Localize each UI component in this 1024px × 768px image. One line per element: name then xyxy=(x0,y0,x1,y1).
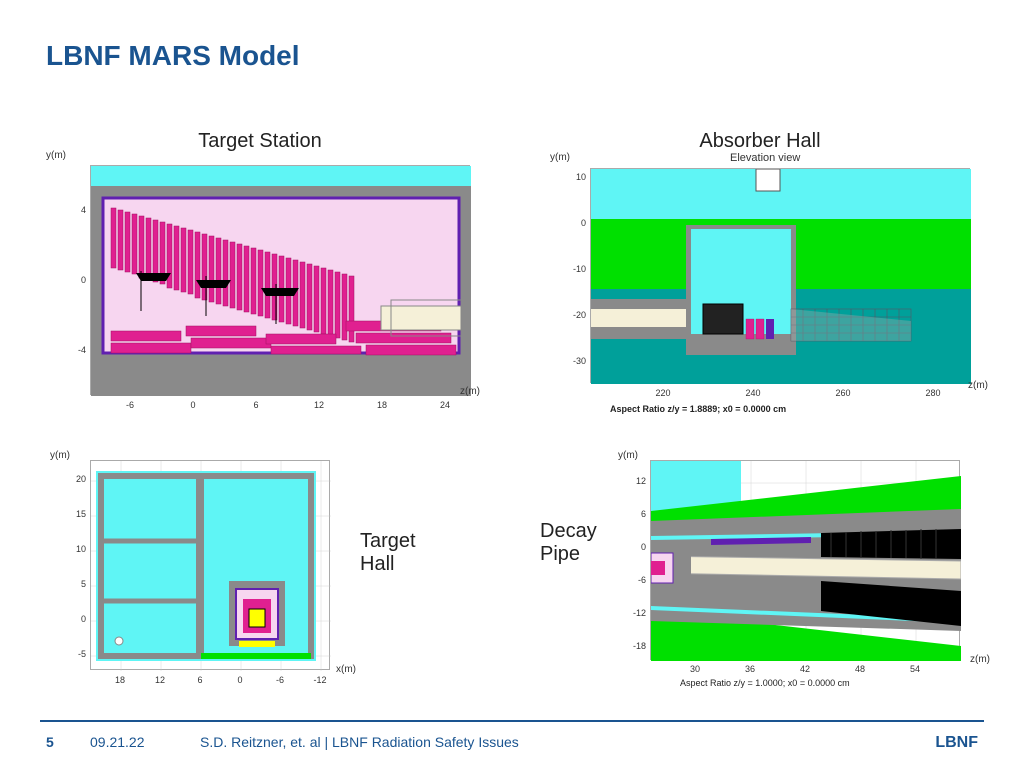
th-xtick-4: -6 xyxy=(266,675,294,685)
target-hall-diagram xyxy=(90,460,330,670)
ts-xlabel: z(m) xyxy=(460,386,480,397)
th-ytick-3: 10 xyxy=(58,544,86,554)
target-hall-title: Target Hall xyxy=(360,530,440,576)
ts-ytick-1: 0 xyxy=(58,275,86,285)
ah-xtick-0: 220 xyxy=(645,388,681,398)
panel-target-station: Target Station y(m) xyxy=(40,130,480,430)
dp-xtick-3: 48 xyxy=(845,664,875,674)
dp-ylabel: y(m) xyxy=(618,450,638,461)
ts-ytick-2: -4 xyxy=(58,345,86,355)
footer-date: 09.21.22 xyxy=(90,734,145,750)
dp-ytick-5: 12 xyxy=(616,476,646,486)
ts-xtick-4: 18 xyxy=(367,400,397,410)
ah-ytick-2: -10 xyxy=(554,264,586,274)
th-xtick-3: 0 xyxy=(226,675,254,685)
th-xlabel: x(m) xyxy=(336,664,356,675)
ah-xtick-3: 280 xyxy=(915,388,951,398)
dp-ytick-0: -18 xyxy=(616,641,646,651)
dp-ytick-2: -6 xyxy=(616,575,646,585)
footer-page-number: 5 xyxy=(46,734,54,750)
th-ytick-1: 0 xyxy=(58,614,86,624)
decay-pipe-diagram xyxy=(650,460,960,660)
target-station-title: Target Station xyxy=(40,130,480,153)
footer-logo: LBNF xyxy=(935,734,978,752)
panel-decay-pipe: Decay Pipe y(m) xyxy=(540,450,1000,700)
ts-ytick-0: 4 xyxy=(58,205,86,215)
ah-ytick-3: 0 xyxy=(554,218,586,228)
th-ylabel: y(m) xyxy=(50,450,70,461)
th-xtick-1: 12 xyxy=(146,675,174,685)
target-station-ylabel: y(m) xyxy=(46,150,66,161)
ts-xtick-5: 24 xyxy=(430,400,460,410)
absorber-hall-subtitle: Elevation view xyxy=(730,152,800,164)
ts-xtick-2: 6 xyxy=(241,400,271,410)
target-station-diagram xyxy=(90,165,470,395)
ah-caption: Aspect Ratio z/y = 1.8889; x0 = 0.0000 c… xyxy=(610,404,786,414)
footer-credit: S.D. Reitzner, et. al | LBNF Radiation S… xyxy=(200,734,519,750)
th-xtick-2: 6 xyxy=(186,675,214,685)
dp-xtick-1: 36 xyxy=(735,664,765,674)
th-ytick-5: 20 xyxy=(58,474,86,484)
ah-ytick-0: -30 xyxy=(554,356,586,366)
ts-xtick-1: 0 xyxy=(178,400,208,410)
ah-ytick-4: 10 xyxy=(554,172,586,182)
ah-ytick-1: -20 xyxy=(554,310,586,320)
absorber-hall-ylabel: y(m) xyxy=(550,152,570,163)
absorber-hall-title: Absorber Hall xyxy=(530,130,990,153)
slide-footer: 5 09.21.22 S.D. Reitzner, et. al | LBNF … xyxy=(0,720,1024,768)
dp-ytick-4: 6 xyxy=(616,509,646,519)
dp-xlabel: z(m) xyxy=(970,654,990,665)
ah-xtick-1: 240 xyxy=(735,388,771,398)
ts-xtick-0: -6 xyxy=(115,400,145,410)
th-xtick-5: -12 xyxy=(306,675,334,685)
th-xtick-0: 18 xyxy=(106,675,134,685)
th-ytick-4: 15 xyxy=(58,509,86,519)
th-ytick-2: 5 xyxy=(58,579,86,589)
panel-absorber-hall: Absorber Hall y(m) Elevation view xyxy=(530,130,990,430)
dp-xtick-4: 54 xyxy=(900,664,930,674)
footer-rule xyxy=(40,720,984,722)
dp-xtick-2: 42 xyxy=(790,664,820,674)
dp-ytick-1: -12 xyxy=(616,608,646,618)
slide-title: LBNF MARS Model xyxy=(46,40,300,72)
ts-xtick-3: 12 xyxy=(304,400,334,410)
absorber-hall-diagram xyxy=(590,168,970,383)
ah-xlabel: z(m) xyxy=(968,380,988,391)
dp-caption: Aspect Ratio z/y = 1.0000; x0 = 0.0000 c… xyxy=(680,678,850,688)
decay-pipe-title: Decay Pipe xyxy=(540,520,610,566)
panel-target-hall: y(m) xyxy=(40,450,470,700)
ah-xtick-2: 260 xyxy=(825,388,861,398)
dp-ytick-3: 0 xyxy=(616,542,646,552)
th-ytick-0: -5 xyxy=(58,649,86,659)
dp-xtick-0: 30 xyxy=(680,664,710,674)
